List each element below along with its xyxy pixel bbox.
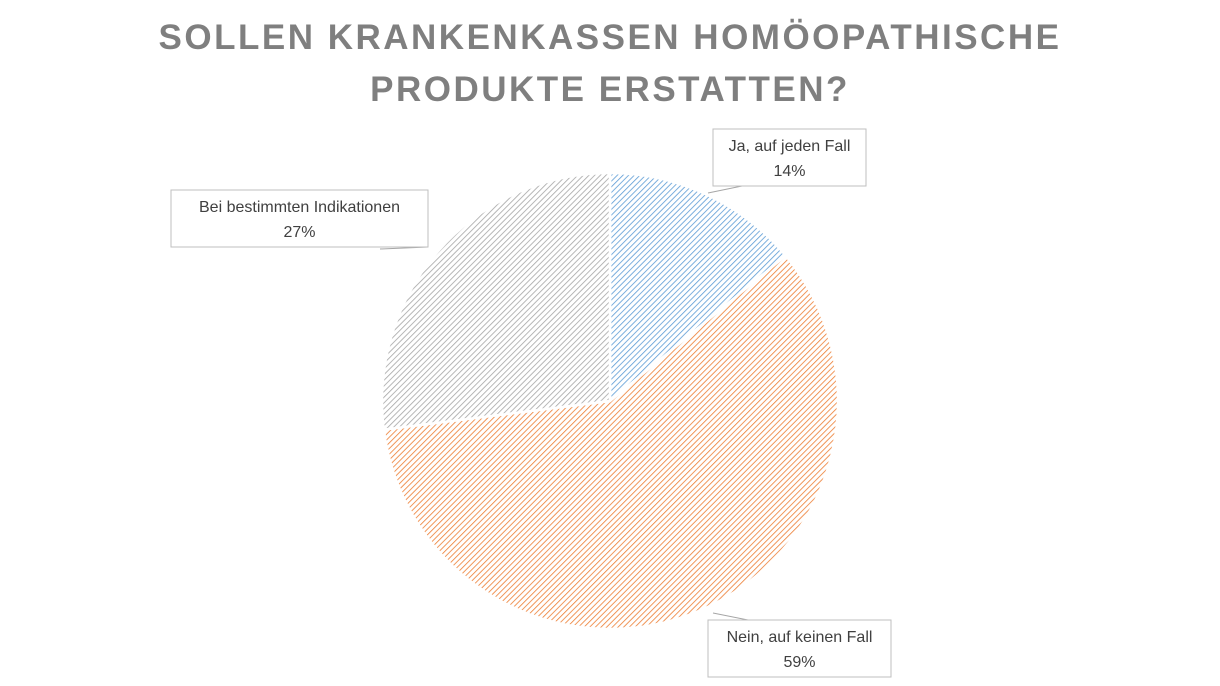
pie-slice-2 <box>382 253 840 631</box>
pie-slice-1 <box>608 171 788 404</box>
chart-title-line-1: SOLLEN KRANKENKASSEN HOMÖOPATHISCHE <box>158 18 1062 57</box>
slice-value-label-1: 14% <box>773 163 805 180</box>
pie-slices <box>380 171 840 631</box>
leader-line-1 <box>707 185 743 194</box>
data-label-box-3 <box>170 189 429 248</box>
slice-name-label-3: Bei bestimmten Indikationen <box>199 199 400 216</box>
leader-line-2 <box>712 612 749 621</box>
data-label-box-2 <box>707 619 892 678</box>
slice-value-label-2: 59% <box>783 654 815 671</box>
slice-name-label-2: Nein, auf keinen Fall <box>727 629 873 646</box>
chart-title-line-2: PRODUKTE ERSTATTEN? <box>370 70 850 109</box>
data-label-box-1 <box>712 128 867 187</box>
data-label-callouts: Ja, auf jeden Fall 14% Nein, auf keinen Fa… <box>170 128 892 678</box>
slice-value-label-3: 27% <box>283 224 315 241</box>
slice-name-label-1: Ja, auf jeden Fall <box>729 138 851 155</box>
pie-slice-3 <box>380 171 612 431</box>
chart-title: SOLLEN KRANKENKASSEN HOMÖOPATHISCHE PROD… <box>0 12 1220 116</box>
